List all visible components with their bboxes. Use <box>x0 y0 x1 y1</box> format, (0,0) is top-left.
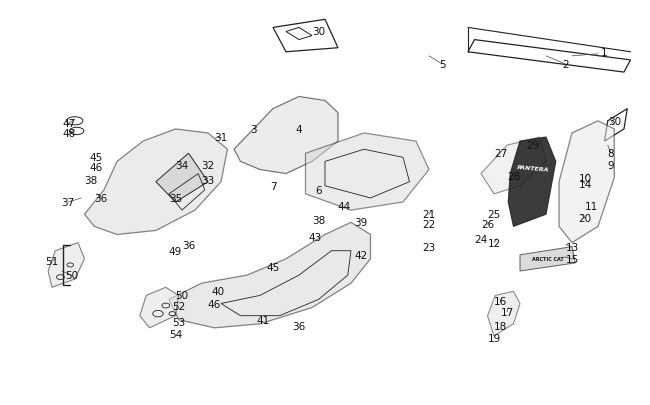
Text: 18: 18 <box>494 321 507 331</box>
Text: 13: 13 <box>566 242 578 252</box>
Text: 42: 42 <box>354 250 367 260</box>
Text: 17: 17 <box>500 307 514 317</box>
Polygon shape <box>508 138 556 227</box>
Text: 6: 6 <box>315 185 322 195</box>
Text: 23: 23 <box>422 242 436 252</box>
Text: 27: 27 <box>494 149 507 159</box>
Text: 48: 48 <box>63 129 76 139</box>
Text: 25: 25 <box>488 210 500 220</box>
Text: 11: 11 <box>585 202 598 211</box>
Text: 40: 40 <box>211 287 224 296</box>
Text: 45: 45 <box>266 262 280 272</box>
Polygon shape <box>306 134 429 211</box>
Text: 45: 45 <box>90 153 103 163</box>
Text: 31: 31 <box>214 133 227 143</box>
Text: 36: 36 <box>94 194 107 203</box>
Text: 43: 43 <box>309 232 322 242</box>
Polygon shape <box>48 243 84 288</box>
Polygon shape <box>140 288 179 328</box>
Text: 14: 14 <box>578 179 592 189</box>
Text: 19: 19 <box>488 333 500 343</box>
Text: 36: 36 <box>182 240 195 250</box>
Text: 39: 39 <box>354 218 367 228</box>
Text: 36: 36 <box>292 321 306 331</box>
Text: 33: 33 <box>202 175 214 185</box>
Text: 30: 30 <box>312 28 325 37</box>
Text: 51: 51 <box>46 256 58 266</box>
Text: 16: 16 <box>494 297 507 307</box>
Text: 10: 10 <box>578 173 592 183</box>
Text: 9: 9 <box>608 161 614 171</box>
Text: 46: 46 <box>90 163 103 173</box>
Polygon shape <box>156 154 208 202</box>
Text: 34: 34 <box>176 161 188 171</box>
Text: 50: 50 <box>65 271 78 280</box>
Text: 21: 21 <box>422 210 436 220</box>
Text: 32: 32 <box>202 161 214 171</box>
Text: 53: 53 <box>172 317 185 327</box>
Text: 35: 35 <box>169 194 182 203</box>
Text: 20: 20 <box>578 214 592 224</box>
Text: 38: 38 <box>84 175 98 185</box>
Text: 47: 47 <box>63 119 76 128</box>
Text: 4: 4 <box>296 125 302 134</box>
Text: 44: 44 <box>338 202 351 211</box>
Text: 12: 12 <box>488 238 500 248</box>
Polygon shape <box>520 247 575 271</box>
Text: 29: 29 <box>526 141 539 151</box>
Text: 50: 50 <box>176 291 188 301</box>
Text: 15: 15 <box>566 254 578 264</box>
Text: 26: 26 <box>481 220 494 230</box>
Polygon shape <box>234 97 338 174</box>
Polygon shape <box>169 223 370 328</box>
Text: 30: 30 <box>608 117 621 126</box>
Text: 49: 49 <box>169 246 182 256</box>
Text: 8: 8 <box>608 149 614 159</box>
Text: 7: 7 <box>270 181 276 191</box>
Text: 28: 28 <box>507 171 520 181</box>
Text: 38: 38 <box>312 216 325 226</box>
Text: 41: 41 <box>257 315 270 325</box>
Text: ARCTIC CAT: ARCTIC CAT <box>532 257 564 262</box>
Polygon shape <box>559 122 614 243</box>
Text: 37: 37 <box>62 198 75 207</box>
Text: 22: 22 <box>422 220 436 230</box>
Text: 1: 1 <box>601 48 608 58</box>
Polygon shape <box>84 130 227 235</box>
Text: 2: 2 <box>562 60 569 70</box>
Text: 3: 3 <box>250 125 257 134</box>
Text: 5: 5 <box>439 60 445 70</box>
Text: PANTERA: PANTERA <box>517 164 549 172</box>
Polygon shape <box>481 138 546 194</box>
Text: 24: 24 <box>474 234 488 244</box>
Text: 52: 52 <box>172 301 185 311</box>
Text: 54: 54 <box>169 329 182 339</box>
Polygon shape <box>488 292 520 336</box>
Text: 46: 46 <box>208 299 221 309</box>
